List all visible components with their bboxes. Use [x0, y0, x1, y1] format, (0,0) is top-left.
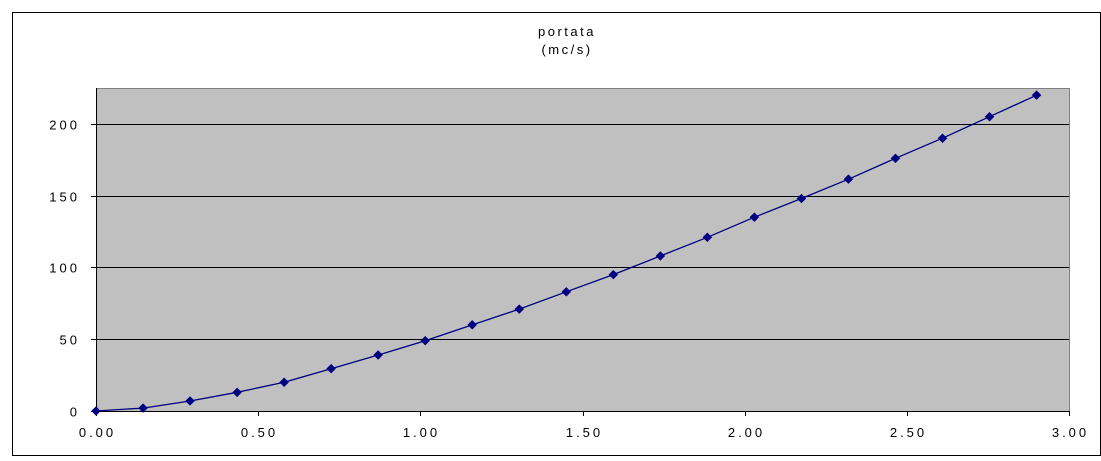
data-point-diamond: [702, 232, 713, 243]
x-axis-tick-label: 1.00: [403, 425, 440, 440]
data-point-diamond: [561, 286, 572, 297]
data-point-diamond: [843, 174, 854, 185]
x-axis-tick-label: 0.50: [241, 425, 278, 440]
x-axis-tick-label: 3.00: [1052, 425, 1089, 440]
data-point-diamond: [655, 251, 666, 261]
data-point-diamond: [420, 335, 431, 346]
x-axis-tick-labels: 0.00 0.50 1.00 1.50 2.00 2.50 3.00: [79, 425, 1089, 440]
data-point-diamond: [937, 133, 948, 144]
y-axis-tick-labels: 0 50 100 150 200: [49, 118, 80, 420]
chart-title-line-1: portata: [538, 24, 596, 39]
data-point-diamond: [232, 387, 242, 398]
data-point-diamond: [749, 212, 760, 223]
x-axis-tick-label: 1.50: [566, 425, 603, 440]
data-point-diamond: [91, 406, 101, 416]
y-axis-tick-label: 100: [49, 261, 80, 276]
data-point-diamond: [373, 350, 384, 360]
x-axis-tick-label: 2.00: [728, 425, 765, 440]
y-axis-tick-label: 200: [49, 118, 80, 133]
data-point-diamond: [890, 153, 901, 164]
x-axis-tick-label: 0.00: [79, 425, 116, 440]
plot-area: [96, 88, 1070, 412]
chart-title: portata (mc/s): [538, 24, 596, 57]
data-point-diamond: [467, 320, 478, 330]
y-axis-tick-label: 0: [70, 405, 80, 420]
data-point-diamond: [1031, 90, 1042, 101]
data-point-diamond: [185, 396, 195, 406]
x-axis-tick-label: 2.50: [890, 425, 927, 440]
data-point-diamond: [514, 304, 525, 314]
chart-title-line-2: (mc/s): [541, 42, 592, 57]
y-axis-tick-label: 50: [60, 333, 80, 348]
series-portata: [91, 90, 1042, 416]
data-point-diamond: [984, 111, 995, 122]
data-point-diamond: [326, 363, 336, 374]
data-point-diamond: [138, 403, 148, 413]
data-point-diamond: [796, 193, 807, 204]
gridlines: [96, 124, 1069, 340]
y-axis-tick-label: 150: [49, 190, 80, 205]
data-point-diamond: [608, 269, 619, 280]
data-point-diamond: [279, 377, 289, 388]
